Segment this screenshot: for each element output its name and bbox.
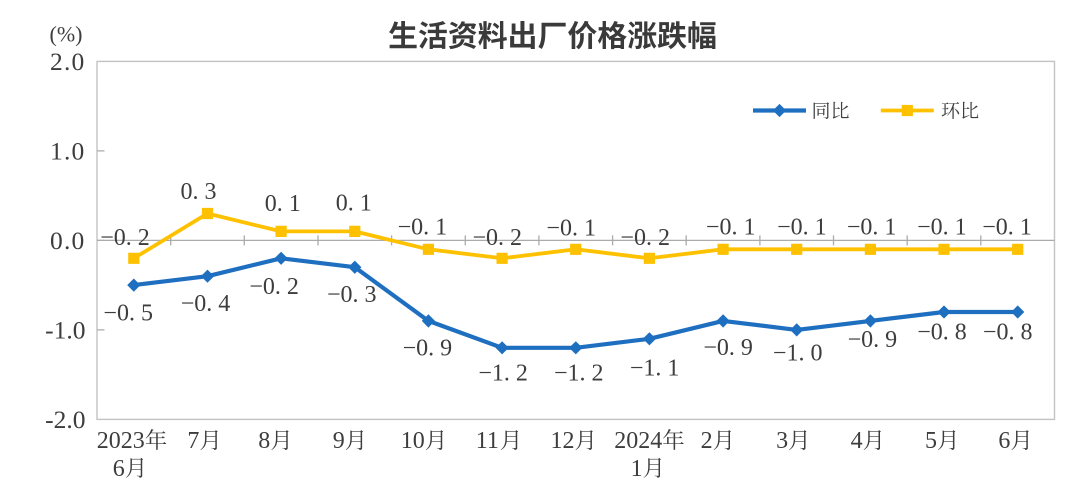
svg-text:5: 5 [925,428,937,454]
svg-text:−0. 8: −0. 8 [983,320,1033,346]
svg-text:-1.0: -1.0 [45,315,85,344]
svg-text:−0. 3: −0. 3 [327,282,377,308]
svg-text:−0. 1: −0. 1 [982,214,1032,240]
svg-text:10: 10 [401,428,425,454]
svg-text:9: 9 [333,428,345,454]
svg-text:−0. 9: −0. 9 [403,335,453,361]
svg-text:−1. 1: −1. 1 [630,355,680,381]
svg-text:−0. 9: −0. 9 [848,327,898,353]
svg-text:−1. 2: −1. 2 [554,360,604,386]
svg-text:-2.0: -2.0 [45,405,85,434]
svg-text:6: 6 [113,456,125,482]
svg-text:−1. 0: −1. 0 [773,340,823,366]
svg-text:(%): (%) [50,22,83,47]
svg-text:−0. 2: −0. 2 [620,225,670,251]
svg-text:2.0: 2.0 [50,47,85,76]
svg-text:−0. 9: −0. 9 [703,335,753,361]
svg-text:3: 3 [776,428,788,454]
svg-text:2024: 2024 [614,428,662,454]
svg-text:−0. 1: −0. 1 [706,214,756,240]
svg-text:−1. 2: −1. 2 [478,360,528,386]
svg-text:−0. 2: −0. 2 [473,225,523,251]
svg-text:−0. 1: −0. 1 [398,214,448,240]
svg-text:−0. 5: −0. 5 [103,300,153,326]
svg-text:−0. 2: −0. 2 [249,274,299,300]
svg-text:2: 2 [701,428,713,454]
svg-text:−0. 1: −0. 1 [917,214,967,240]
svg-text:6: 6 [998,428,1010,454]
svg-text:4: 4 [851,428,863,454]
svg-text:−0. 4: −0. 4 [181,291,231,317]
svg-text:8: 8 [258,428,270,454]
svg-text:0.0: 0.0 [50,226,85,255]
svg-text:−0. 2: −0. 2 [100,225,150,251]
svg-text:0. 1: 0. 1 [265,191,301,217]
svg-text:1: 1 [631,456,643,482]
svg-text:11: 11 [476,428,499,454]
svg-text:7: 7 [187,428,199,454]
svg-text:−0. 1: −0. 1 [777,214,827,240]
svg-text:0. 3: 0. 3 [181,179,217,205]
svg-text:12: 12 [551,428,575,454]
svg-text:−0. 1: −0. 1 [847,214,897,240]
svg-text:0. 1: 0. 1 [336,190,372,216]
svg-text:−0. 1: −0. 1 [546,215,596,241]
svg-text:−0. 8: −0. 8 [917,320,967,346]
svg-text:2023: 2023 [97,428,145,454]
svg-text:1.0: 1.0 [50,136,85,165]
